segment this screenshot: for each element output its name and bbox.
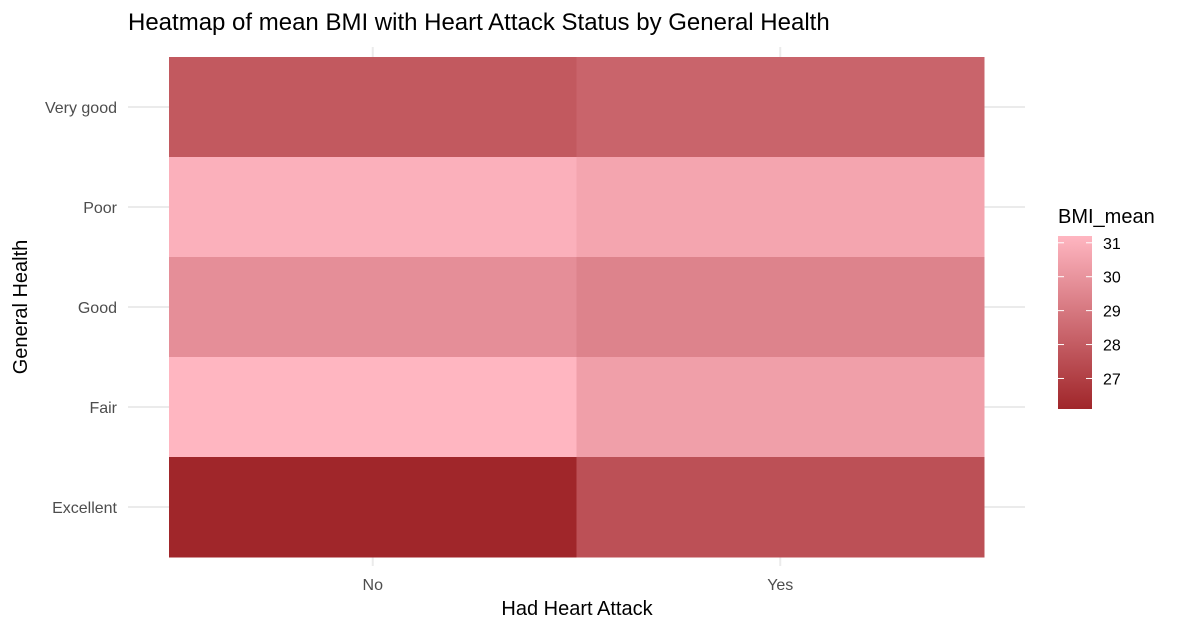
legend-tick-label: 28 xyxy=(1103,338,1121,355)
y-axis-ticks: Excellent Fair Good Poor Very good xyxy=(45,100,118,517)
y-tick-label: Poor xyxy=(83,200,117,217)
legend-ticks: 27 28 29 30 31 xyxy=(1058,236,1121,388)
heatmap-tile xyxy=(169,157,577,258)
heatmap-tile xyxy=(169,257,577,358)
legend-tick-label: 30 xyxy=(1103,270,1121,287)
chart-title: Heatmap of mean BMI with Heart Attack St… xyxy=(128,9,830,36)
x-tick-label: Yes xyxy=(767,577,793,594)
x-axis-ticks: No Yes xyxy=(363,577,794,594)
legend-title: BMI_mean xyxy=(1058,206,1155,228)
heatmap-tile xyxy=(576,57,985,158)
heatmap-tiles xyxy=(169,57,985,558)
heatmap-tile xyxy=(169,357,577,458)
heatmap-tile xyxy=(169,57,577,158)
x-axis-title: Had Heart Attack xyxy=(501,598,653,620)
heatmap-tile xyxy=(576,457,985,558)
legend-tick-label: 27 xyxy=(1103,371,1121,388)
y-axis-title: General Health xyxy=(10,240,32,375)
x-tick-label: No xyxy=(363,577,384,594)
heatmap-tile xyxy=(576,157,985,258)
legend-colorbar xyxy=(1058,236,1092,409)
legend-tick-label: 29 xyxy=(1103,304,1121,321)
y-tick-label: Excellent xyxy=(52,500,117,517)
legend-tick-label: 31 xyxy=(1103,236,1121,253)
heatmap-tile xyxy=(169,457,577,558)
heatmap-tile xyxy=(576,257,985,358)
y-tick-label: Very good xyxy=(45,100,117,117)
y-tick-label: Fair xyxy=(89,400,117,417)
color-legend: BMI_mean 27 28 29 30 31 xyxy=(1058,206,1155,409)
y-tick-label: Good xyxy=(78,300,117,317)
heatmap-tile xyxy=(576,357,985,458)
